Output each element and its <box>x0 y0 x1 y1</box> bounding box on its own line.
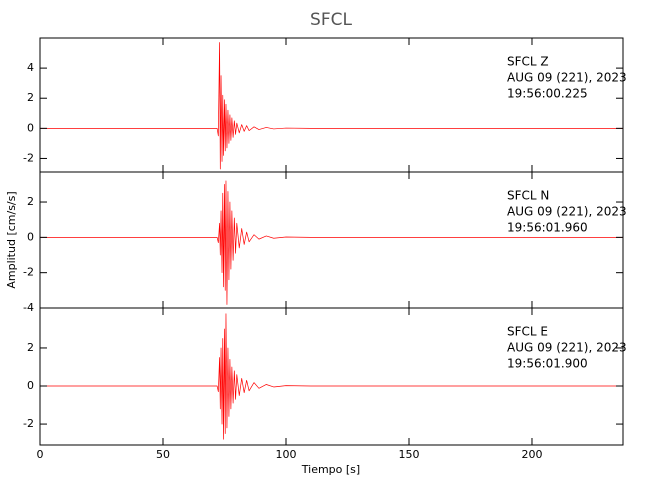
y-tick-label: 0 <box>27 230 34 243</box>
y-tick-label: 0 <box>27 121 34 134</box>
annotation: SFCL N <box>507 189 549 203</box>
y-tick-label: 2 <box>27 341 34 354</box>
panel-frame <box>39 307 624 446</box>
trace <box>40 180 623 305</box>
y-axis-label: Amplitud [cm/s/s] <box>5 191 18 288</box>
annotation: 19:56:00.225 <box>507 87 588 101</box>
annotation: AUG 09 (221), 2023 <box>507 205 627 219</box>
y-tick-label: -4 <box>23 301 34 314</box>
x-tick-label: 0 <box>37 448 44 461</box>
x-tick-label: 150 <box>398 448 419 461</box>
x-axis-label: Tiempo [s] <box>301 463 360 476</box>
y-tick-label: -2 <box>23 266 34 279</box>
y-tick-label: 2 <box>27 195 34 208</box>
x-tick-label: 200 <box>521 448 542 461</box>
annotation: SFCL E <box>507 325 548 339</box>
chart-title: SFCL <box>310 10 352 30</box>
annotation: 19:56:01.960 <box>507 221 588 235</box>
annotation: AUG 09 (221), 2023 <box>507 341 627 355</box>
y-tick-label: -2 <box>23 151 34 164</box>
x-tick-label: 100 <box>275 448 296 461</box>
y-tick-label: 4 <box>27 61 34 74</box>
trace <box>40 42 623 170</box>
y-tick-label: 2 <box>27 91 34 104</box>
y-tick-label: -2 <box>23 417 34 430</box>
annotation: AUG 09 (221), 2023 <box>507 71 627 85</box>
x-tick-label: 50 <box>156 448 170 461</box>
annotation: 19:56:01.900 <box>507 357 588 371</box>
y-tick-label: 0 <box>27 379 34 392</box>
annotation: SFCL Z <box>507 55 549 69</box>
trace <box>40 313 623 440</box>
